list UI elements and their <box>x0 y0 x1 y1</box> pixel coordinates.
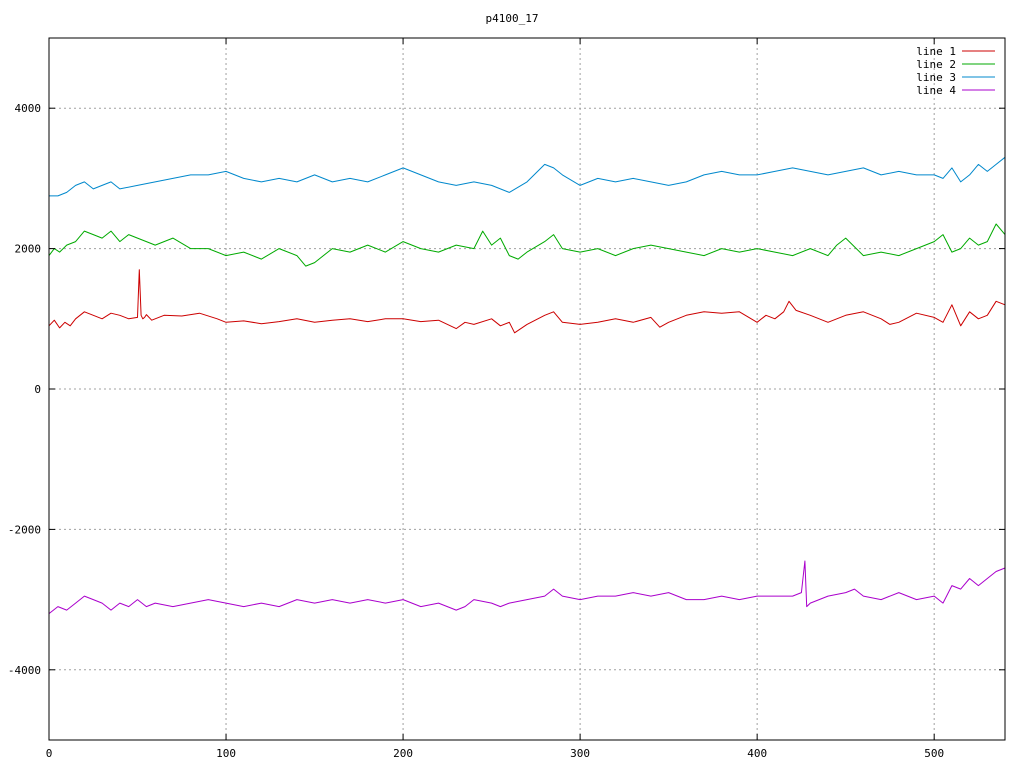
legend-label: line 4 <box>916 84 956 97</box>
grid <box>49 38 1005 740</box>
legend-label: line 1 <box>916 45 956 58</box>
series-line-1 <box>48 269 1006 334</box>
series-line-4 <box>48 560 1006 614</box>
axis-ticks: 0 100 200 300 400 500 -4000 -2000 0 2000 4000 <box>8 38 1005 760</box>
series-layer <box>48 156 1006 614</box>
x-tick-label: 0 <box>46 747 53 760</box>
x-tick-label: 200 <box>393 747 413 760</box>
series-line-3 <box>49 156 1006 197</box>
x-tick-label: 500 <box>924 747 944 760</box>
x-tick-label: 300 <box>570 747 590 760</box>
chart-title: p4100_17 <box>486 12 539 25</box>
y-tick-label: 4000 <box>15 102 42 115</box>
x-tick-label: 100 <box>216 747 236 760</box>
x-tick-label: 400 <box>747 747 767 760</box>
y-tick-label: 2000 <box>15 243 42 256</box>
series-line-2 <box>48 223 1006 267</box>
plot-frame <box>48 37 1006 741</box>
legend-label: line 2 <box>916 58 956 71</box>
y-tick-label: -2000 <box>8 523 41 536</box>
y-tick-label: 0 <box>34 383 41 396</box>
legend-label: line 3 <box>916 71 956 84</box>
y-tick-label: -4000 <box>8 664 41 677</box>
